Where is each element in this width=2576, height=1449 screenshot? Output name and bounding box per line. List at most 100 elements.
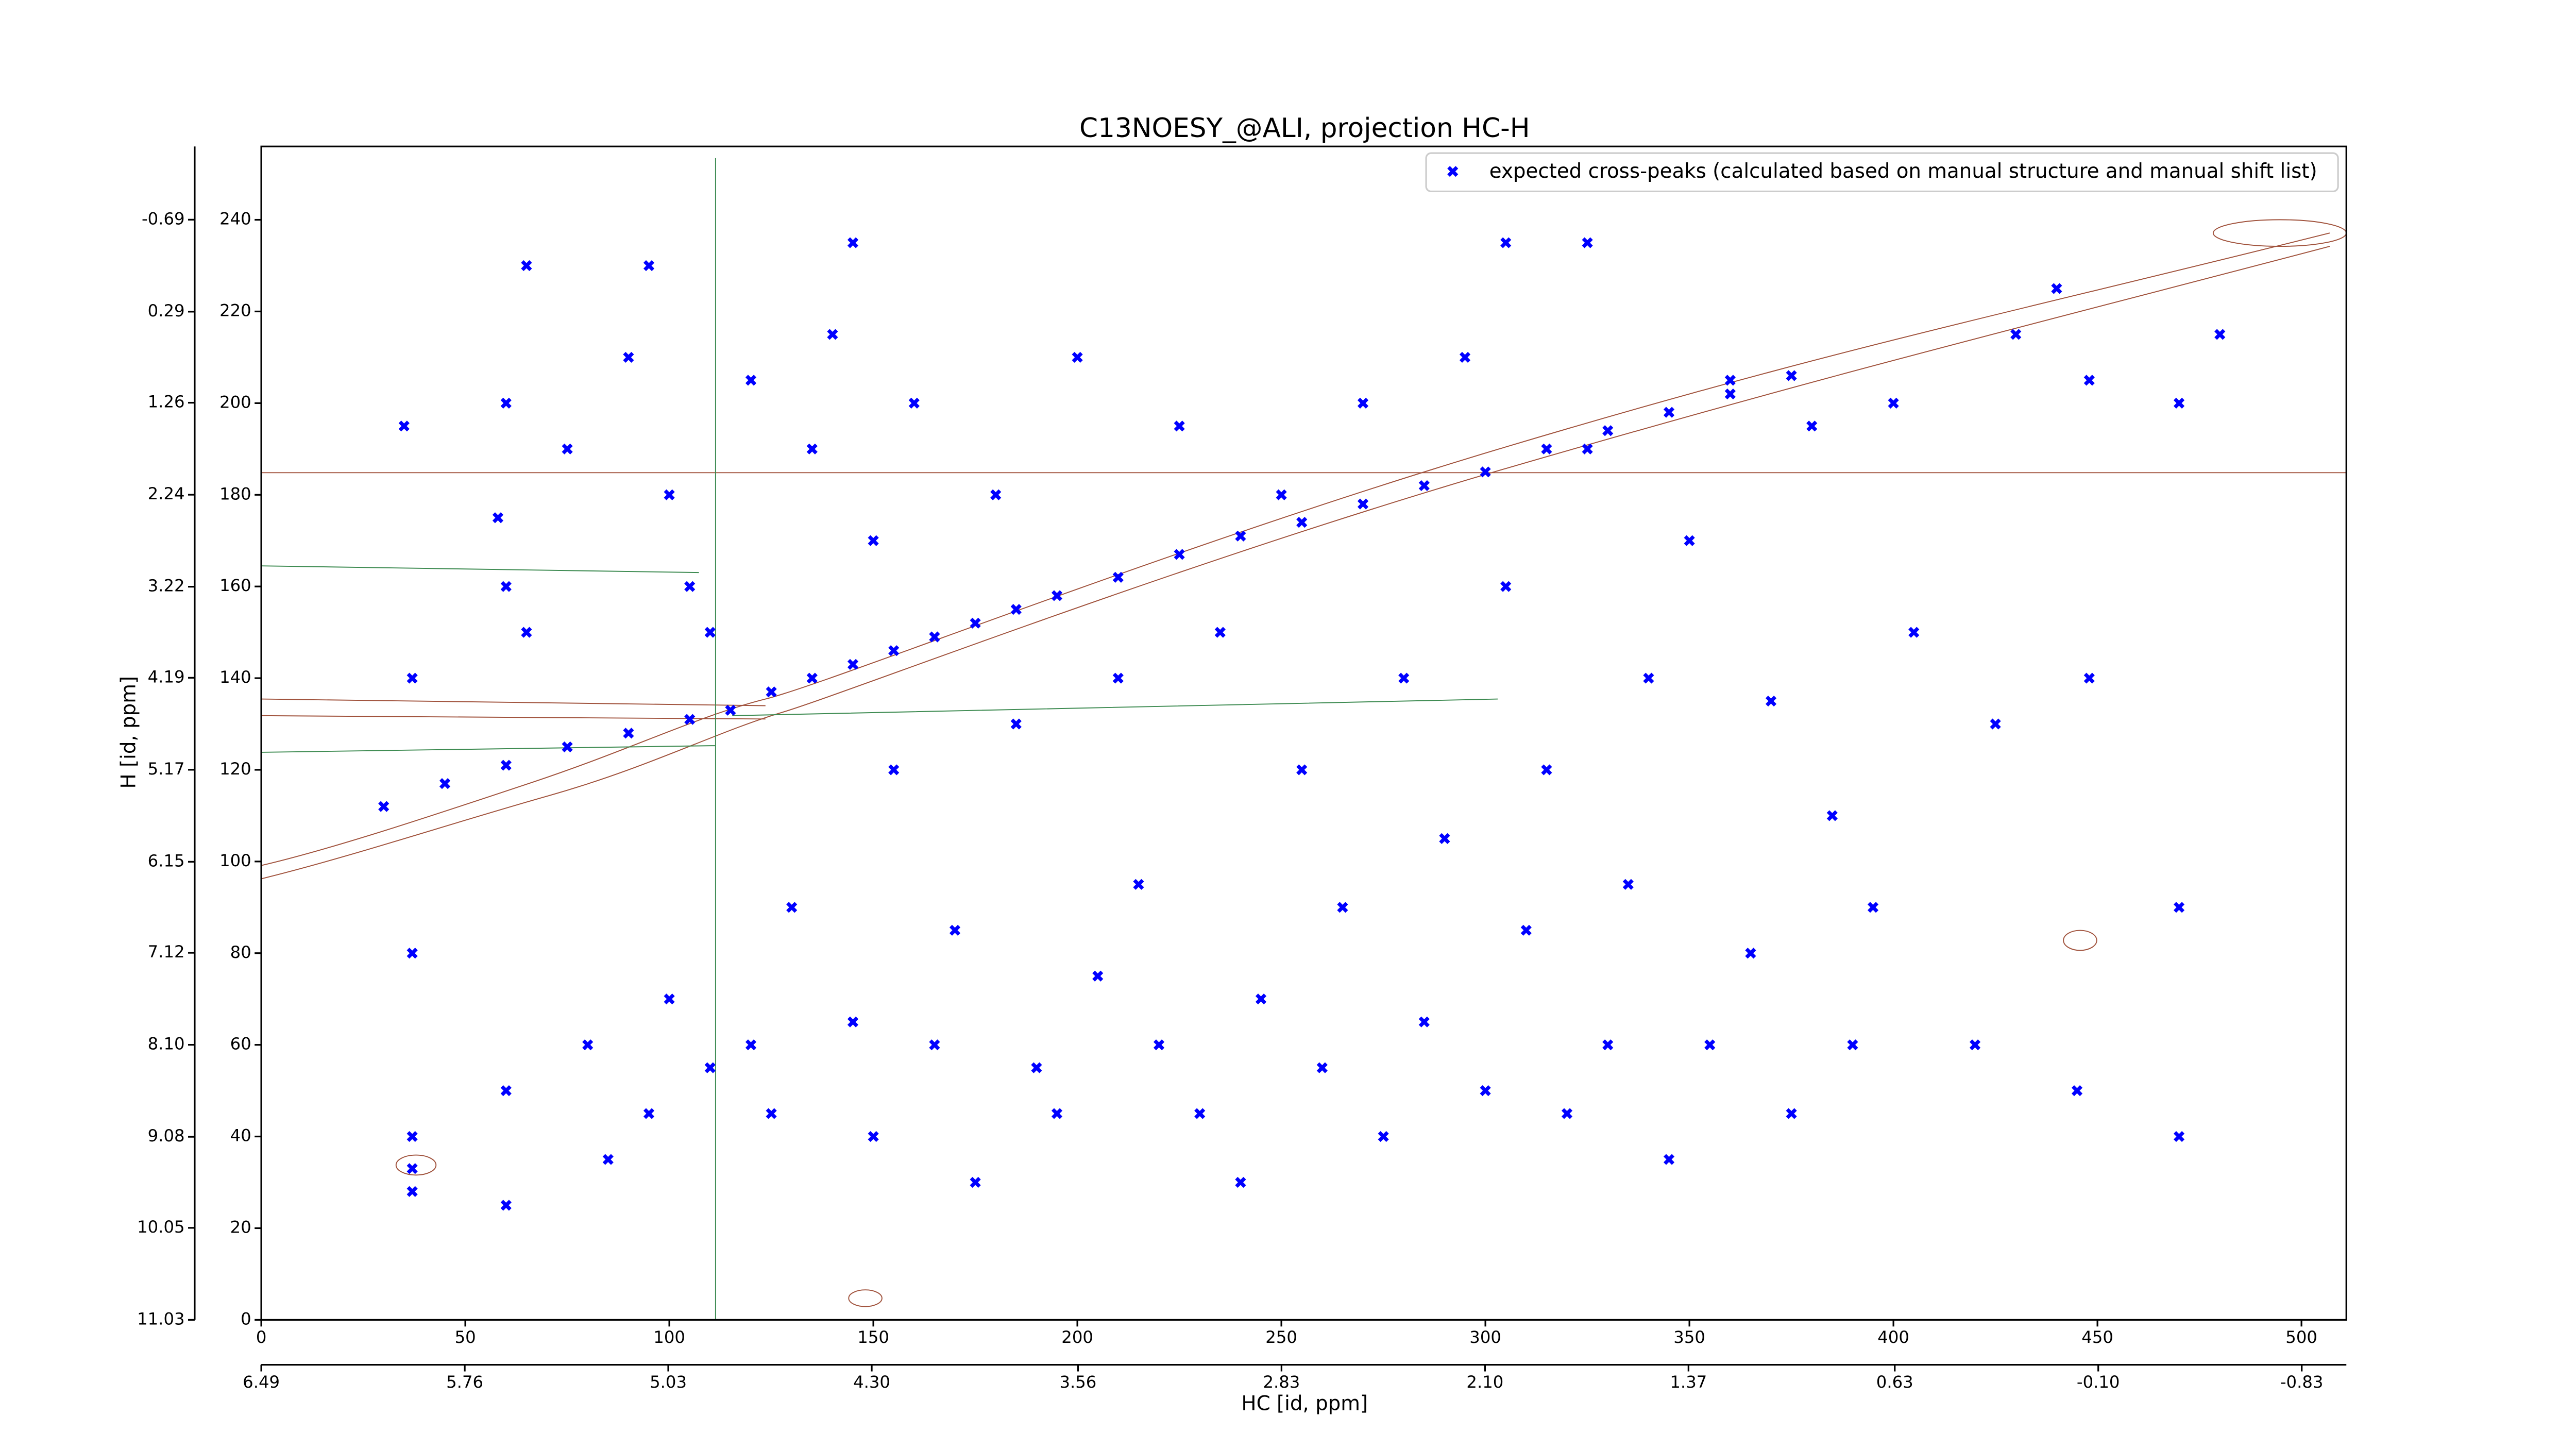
y2-tick-label: 1.26 xyxy=(148,392,185,412)
cross-peak xyxy=(1684,535,1695,546)
cross-peak xyxy=(2214,329,2226,340)
cross-peak xyxy=(1316,1062,1328,1073)
cross-peak xyxy=(562,741,573,753)
y2-tick-label: 9.08 xyxy=(148,1126,185,1145)
cross-peak xyxy=(1500,581,1512,592)
cross-peak xyxy=(1276,489,1287,500)
x-tick-label: 0 xyxy=(256,1327,267,1347)
cross-peak xyxy=(847,1016,859,1027)
cross-peak xyxy=(1541,443,1552,454)
legend: expected cross-peaks (calculated based o… xyxy=(1425,152,2339,193)
y2-tick-label: 3.22 xyxy=(148,576,185,596)
cross-peak xyxy=(500,581,512,592)
cross-peak xyxy=(643,1108,655,1119)
y-tick-label: 120 xyxy=(219,759,251,779)
legend-marker xyxy=(1447,166,1459,177)
x-tick-label: 300 xyxy=(1469,1327,1501,1347)
cross-peak xyxy=(500,1085,512,1097)
cross-peak xyxy=(949,924,961,936)
y-tick-label: 200 xyxy=(219,392,251,412)
y-tick-label: 100 xyxy=(219,851,251,870)
cross-peak xyxy=(1010,718,1022,730)
y2-tick-label: 8.10 xyxy=(148,1034,185,1054)
cross-peak xyxy=(908,397,920,409)
cross-peak xyxy=(1092,970,1104,982)
cross-peak xyxy=(664,993,675,1005)
cross-peak xyxy=(1194,1108,1206,1119)
x-tick-label: 350 xyxy=(1673,1327,1705,1347)
cross-peak xyxy=(2071,1085,2083,1097)
cross-peak xyxy=(1826,810,1838,821)
cross-peak xyxy=(602,1154,614,1165)
cross-peak xyxy=(1439,833,1450,844)
legend-box xyxy=(1425,152,2339,193)
y2-tick-label: 7.12 xyxy=(148,942,185,962)
cross-peak xyxy=(1704,1039,1716,1051)
cross-peak xyxy=(1459,351,1471,363)
cross-peak xyxy=(806,672,818,684)
cross-peak xyxy=(406,1186,418,1197)
x2-tick-label: 1.37 xyxy=(1670,1372,1707,1392)
cross-peak xyxy=(1051,590,1063,601)
cross-peak xyxy=(1357,397,1369,409)
cross-peak xyxy=(1888,397,1899,409)
cross-peak xyxy=(1112,672,1124,684)
peak-contour xyxy=(2063,930,2097,951)
cross-peak xyxy=(521,260,532,272)
y-tick-label: 140 xyxy=(219,667,251,687)
cross-peak xyxy=(1602,1039,1614,1051)
cross-peak xyxy=(1072,351,1083,363)
cross-peak xyxy=(990,489,1002,500)
cross-peak xyxy=(1582,237,1593,248)
y2-tick-label: 6.15 xyxy=(148,851,185,870)
y-tick-label: 0 xyxy=(241,1309,251,1328)
cross-peak xyxy=(2173,1131,2185,1142)
negative-contour xyxy=(261,158,1498,1320)
y-tick-label: 80 xyxy=(230,942,251,962)
cross-peak xyxy=(868,1131,879,1142)
cross-peak xyxy=(766,686,777,698)
cross-peak xyxy=(1724,388,1736,400)
y2-tick-label: 4.19 xyxy=(148,667,185,686)
y-axis-label: H [id, ppm] xyxy=(117,676,140,789)
x-tick-label: 500 xyxy=(2285,1327,2317,1347)
x2-tick-label: 5.76 xyxy=(446,1372,483,1392)
peak-contour xyxy=(848,1289,883,1307)
cross-peak xyxy=(1235,530,1246,542)
cross-peak xyxy=(623,351,634,363)
cross-peak xyxy=(970,1176,981,1188)
cross-peak xyxy=(1296,764,1308,776)
cross-peak xyxy=(378,801,389,812)
x-tick-label: 100 xyxy=(653,1327,685,1347)
cross-peak xyxy=(1153,1039,1165,1051)
diagonal-contour xyxy=(261,246,2330,880)
cross-peak xyxy=(1990,718,2001,730)
diagonal-contour xyxy=(261,232,2330,866)
y2-tick-label: -0.69 xyxy=(142,209,185,228)
contours xyxy=(261,158,2347,1320)
cross-peak xyxy=(500,397,512,409)
cross-peak xyxy=(500,1200,512,1211)
cross-peak xyxy=(1214,627,1226,638)
x2-tick-label: -0.10 xyxy=(2077,1372,2120,1392)
x2-tick-label: 2.83 xyxy=(1263,1372,1300,1392)
x2-tick-label: 0.63 xyxy=(1876,1372,1913,1392)
cross-peak xyxy=(1867,902,1879,913)
cross-peak xyxy=(1255,993,1267,1005)
cross-peak xyxy=(970,617,981,629)
cross-peak xyxy=(1541,764,1552,776)
cross-peak xyxy=(806,443,818,454)
cross-peak xyxy=(2173,397,2185,409)
cross-peak xyxy=(1500,237,1512,248)
cross-peak xyxy=(684,581,696,592)
y2-tick-label: 5.17 xyxy=(148,759,185,779)
y2-tick-label: 11.03 xyxy=(137,1309,184,1328)
y2-tick-label: 2.24 xyxy=(148,484,185,503)
cross-peak xyxy=(1418,1016,1430,1027)
cross-peak xyxy=(929,1039,940,1051)
cross-peak xyxy=(1765,695,1777,707)
cross-peak xyxy=(406,672,418,684)
cross-peak xyxy=(745,1039,757,1051)
cross-peak xyxy=(704,627,716,638)
